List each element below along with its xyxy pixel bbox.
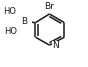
Text: HO: HO	[4, 7, 17, 16]
Text: N: N	[52, 41, 58, 50]
Text: B: B	[21, 17, 28, 26]
Text: HO: HO	[4, 27, 17, 36]
Text: Br: Br	[45, 2, 54, 11]
